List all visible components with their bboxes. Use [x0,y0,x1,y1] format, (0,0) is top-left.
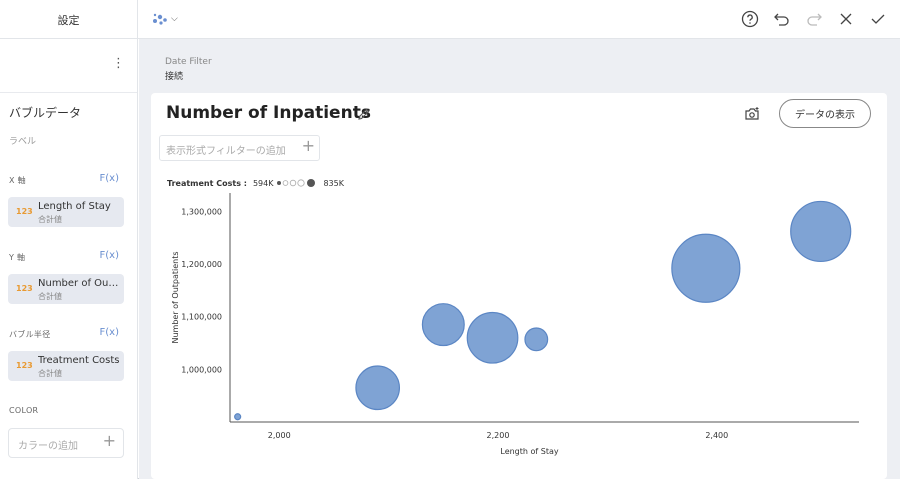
x-axis-fx-button[interactable]: F(x) [99,173,119,184]
date-filter-value[interactable]: 接続 [165,72,184,82]
numeric-type-icon: 123 [16,361,33,370]
edit-title-icon[interactable] [357,106,371,125]
bubble-point [421,303,465,347]
bubble-chart: 1,000,000 1,100,000 1,200,000 1,300,000 2,00… [171,193,859,456]
sidebar-header: ⋮ [0,39,137,93]
size-legend-max: 835K [323,178,344,188]
close-icon[interactable] [836,9,856,29]
bubble-point [790,200,852,263]
field-aggregation: 合計値 [38,215,62,224]
size-legend-min: 594K [252,178,274,188]
more-options-icon[interactable]: ⋮ [112,56,125,71]
add-color-label: カラーの追加 [18,441,78,452]
y-axis-title: Number of Outpatients [171,251,180,343]
visualization-card: Number of Inpatients データの表示 表示形式フィルターの追加… [151,93,887,479]
label-section-heading[interactable]: ラベル [9,137,37,147]
bubble-chart-icon [152,10,168,29]
add-color-button[interactable]: カラーの追加 + [8,428,124,458]
visualization-type-label: バブルデータ [9,106,82,120]
card-title[interactable]: Number of Inpatients [166,103,371,123]
y-axis-fx-button[interactable]: F(x) [99,250,119,261]
field-name: Treatment Costs [38,355,120,366]
x-axis-heading: X 軸 [9,176,26,185]
numeric-type-icon: 123 [16,207,33,216]
x-tick-label: 2,200 [487,431,510,440]
help-icon[interactable] [740,9,760,29]
field-name: Length of Stay [38,201,111,212]
redo-icon[interactable] [804,9,824,29]
y-tick-label: 1,200,000 [181,260,222,269]
visualization-picker[interactable]: ⌵ [152,10,180,28]
bubble-point [524,327,549,352]
bubble-point [234,413,242,421]
x-axis-field[interactable]: 123 Length of Stay 合計値 [8,197,124,227]
top-toolbar: 設定 ⌵ [0,0,900,39]
y-axis-heading: Y 軸 [9,253,26,262]
undo-icon[interactable] [772,9,792,29]
x-axis-title: Length of Stay [500,447,559,456]
plus-icon: + [102,431,116,450]
y-axis-field[interactable]: 123 Number of Outpatients 合計値 [8,274,124,304]
y-tick-label: 1,100,000 [181,313,222,322]
x-tick-label: 2,000 [268,431,291,440]
check-icon[interactable] [868,9,888,29]
bubble-point [355,365,401,411]
bubble-radius-heading: バブル半径 [9,330,51,339]
bubble-radius-field[interactable]: 123 Treatment Costs 合計値 [8,351,124,381]
field-aggregation: 合計値 [38,292,62,301]
plus-icon: + [301,136,315,155]
size-legend: Treatment Costs : 594K 835K [167,178,344,188]
bubble-point [671,233,741,303]
y-tick-label: 1,000,000 [181,365,222,374]
field-aggregation: 合計値 [38,369,62,378]
main-panel: Date Filter 接続 Number of Inpatients データの… [139,39,900,479]
x-tick-label: 2,400 [705,431,728,440]
field-name: Number of Outpatients [38,278,122,289]
chevron-down-icon: ⌵ [171,14,178,24]
numeric-type-icon: 123 [16,284,33,293]
size-legend-title: Treatment Costs : [167,178,247,188]
camera-icon[interactable] [743,105,761,127]
settings-tab[interactable]: 設定 [0,0,138,39]
add-filter-label: 表示形式フィルターの追加 [166,146,286,157]
show-data-button[interactable]: データの表示 [779,99,871,128]
bubble-point [466,311,519,364]
size-legend-scale [276,178,320,188]
settings-sidebar: ⋮ バブルデータ ラベル X 軸 F(x) 123 Length of Stay… [0,39,138,479]
add-visual-filter-button[interactable]: 表示形式フィルターの追加 + [159,135,320,161]
date-filter-label: Date Filter [165,57,212,67]
bubble-radius-fx-button[interactable]: F(x) [99,327,119,338]
color-heading: COLOR [9,406,39,415]
y-tick-label: 1,300,000 [181,207,222,216]
